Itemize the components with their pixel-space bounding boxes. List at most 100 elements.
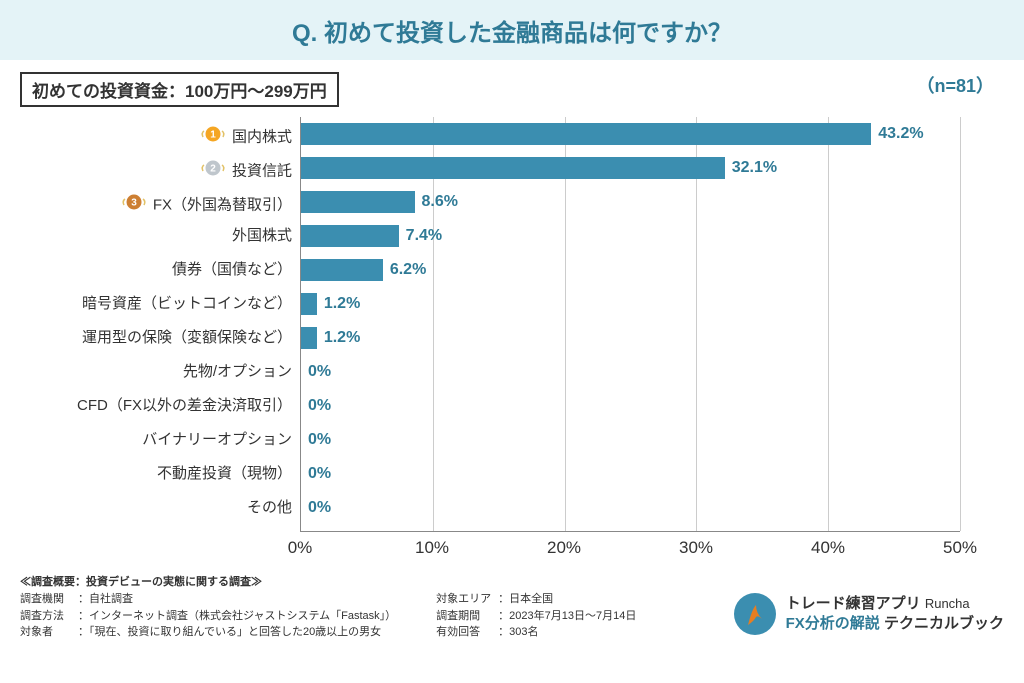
footer-row: 対象者：「現在、投資に取り組んでいる」と回答した20歳以上の男女 bbox=[20, 624, 396, 641]
bar-row: その他0% bbox=[300, 497, 960, 519]
svg-text:1: 1 bbox=[210, 130, 216, 141]
bar-label: その他 bbox=[12, 497, 292, 519]
bar-row: 暗号資産（ビットコインなど）1.2% bbox=[300, 293, 960, 315]
bar-value: 0% bbox=[308, 395, 331, 417]
bar-row: 先物/オプション0% bbox=[300, 361, 960, 383]
bar-fill bbox=[301, 191, 415, 213]
medal-silver-icon: 2 bbox=[200, 157, 226, 186]
bar-row: 2投資信託32.1% bbox=[300, 157, 960, 179]
chart-frame: 初めての投資資金：100万円～299万円 （n=81） 1国内株式43.2%2投… bbox=[20, 72, 1004, 567]
bar-label: 運用型の保険（変額保険など） bbox=[12, 327, 292, 349]
footer-key: 有効回答 bbox=[436, 624, 498, 641]
bar-value: 1.2% bbox=[324, 327, 360, 349]
footer-key: 対象者 bbox=[20, 624, 78, 641]
brand-logo-icon bbox=[732, 591, 778, 637]
bar-value: 0% bbox=[308, 429, 331, 451]
bar-label: 2 投資信託 bbox=[12, 157, 292, 186]
bar-value: 43.2% bbox=[878, 123, 923, 145]
brand-line1: トレード練習アプリ Runcha bbox=[786, 594, 1004, 614]
footer-key: 調査機関 bbox=[20, 591, 78, 608]
bar-row: 債券（国債など）6.2% bbox=[300, 259, 960, 281]
footer-title: ≪調査概要：投資デビューの実態に関する調査≫ bbox=[20, 573, 732, 589]
x-tick: 50% bbox=[943, 538, 977, 558]
x-tick: 40% bbox=[811, 538, 845, 558]
bar-label-text: その他 bbox=[247, 499, 292, 516]
brand-line1-a: トレード練習アプリ bbox=[786, 595, 921, 612]
bar-label: 債券（国債など） bbox=[12, 259, 292, 281]
bar-value: 8.6% bbox=[422, 191, 458, 213]
footer-val: ：2023年7月13日～7月14日 bbox=[498, 608, 636, 625]
bar-label-text: 国内株式 bbox=[232, 128, 292, 145]
footer-row: 有効回答：303名 bbox=[436, 624, 636, 641]
footer-key: 調査方法 bbox=[20, 608, 78, 625]
x-axis: 0%10%20%30%40%50% bbox=[300, 532, 960, 567]
brand-line1-b: Runcha bbox=[925, 596, 970, 611]
brand-line2-b: テクニカルブック bbox=[884, 615, 1004, 632]
bar-row: CFD（FX以外の差金決済取引）0% bbox=[300, 395, 960, 417]
footer-val: ：インターネット調査（株式会社ジャストシステム「Fastask」） bbox=[78, 608, 396, 625]
footer-left: ≪調査概要：投資デビューの実態に関する調査≫ 調査機関：自社調査調査方法：インタ… bbox=[20, 573, 732, 641]
footer-row: 調査期間：2023年7月13日～7月14日 bbox=[436, 608, 636, 625]
bar-value: 1.2% bbox=[324, 293, 360, 315]
bar-label-text: 暗号資産（ビットコインなど） bbox=[82, 295, 292, 312]
gridline bbox=[960, 117, 961, 531]
footer-key: 調査期間 bbox=[436, 608, 498, 625]
bar-label-text: 不動産投資（現物） bbox=[157, 465, 292, 482]
bar-fill bbox=[301, 123, 871, 145]
chart-body: 1国内株式43.2%2投資信託32.1%3FX（外国為替取引）8.6%外国株式7… bbox=[20, 117, 1004, 567]
footer: ≪調査概要：投資デビューの実態に関する調査≫ 調査機関：自社調査調査方法：インタ… bbox=[20, 573, 1004, 641]
bar-row: 運用型の保険（変額保険など）1.2% bbox=[300, 327, 960, 349]
x-tick: 10% bbox=[415, 538, 449, 558]
footer-key: 対象エリア bbox=[436, 591, 498, 608]
bar-value: 0% bbox=[308, 497, 331, 519]
x-tick: 20% bbox=[547, 538, 581, 558]
bar-value: 6.2% bbox=[390, 259, 426, 281]
bar-label: バイナリーオプション bbox=[12, 429, 292, 451]
bar-label: CFD（FX以外の差金決済取引） bbox=[12, 395, 292, 417]
brand: トレード練習アプリ Runcha FX分析の解説 テクニカルブック bbox=[732, 591, 1004, 641]
bar-row: 不動産投資（現物）0% bbox=[300, 463, 960, 485]
bar-label: 1 国内株式 bbox=[12, 123, 292, 152]
footer-col-2: 対象エリア：日本全国調査期間：2023年7月13日～7月14日有効回答：303名 bbox=[436, 591, 636, 641]
bar-label-text: FX（外国為替取引） bbox=[153, 196, 292, 213]
bar-label-text: 先物/オプション bbox=[183, 363, 292, 380]
footer-val: ：自社調査 bbox=[78, 591, 133, 608]
bar-row: 1国内株式43.2% bbox=[300, 123, 960, 145]
bar-label-text: 投資信託 bbox=[232, 162, 292, 179]
footer-row: 調査機関：自社調査 bbox=[20, 591, 396, 608]
x-tick: 30% bbox=[679, 538, 713, 558]
bar-label-text: 外国株式 bbox=[232, 227, 292, 244]
bar-label-text: CFD（FX以外の差金決済取引） bbox=[77, 397, 292, 414]
bar-label: 先物/オプション bbox=[12, 361, 292, 383]
x-tick: 0% bbox=[288, 538, 313, 558]
svg-text:3: 3 bbox=[131, 198, 137, 209]
footer-col-1: 調査機関：自社調査調査方法：インターネット調査（株式会社ジャストシステム「Fas… bbox=[20, 591, 396, 641]
bar-fill bbox=[301, 327, 317, 349]
footer-row: 調査方法：インターネット調査（株式会社ジャストシステム「Fastask」） bbox=[20, 608, 396, 625]
bar-value: 0% bbox=[308, 463, 331, 485]
bar-value: 32.1% bbox=[732, 157, 777, 179]
page-title: Q. 初めて投資した金融商品は何ですか？ bbox=[292, 13, 732, 48]
bar-row: 外国株式7.4% bbox=[300, 225, 960, 247]
footer-row: 対象エリア：日本全国 bbox=[436, 591, 636, 608]
medal-bronze-icon: 3 bbox=[121, 191, 147, 220]
bar-fill bbox=[301, 293, 317, 315]
bar-value: 7.4% bbox=[406, 225, 442, 247]
bar-value: 0% bbox=[308, 361, 331, 383]
bar-fill bbox=[301, 157, 725, 179]
bar-row: 3FX（外国為替取引）8.6% bbox=[300, 191, 960, 213]
footer-val: ：「現在、投資に取り組んでいる」と回答した20歳以上の男女 bbox=[78, 624, 381, 641]
bar-label-text: バイナリーオプション bbox=[142, 431, 292, 448]
bar-label: 外国株式 bbox=[12, 225, 292, 247]
footer-val: ：303名 bbox=[498, 624, 538, 641]
footer-val: ：日本全国 bbox=[498, 591, 553, 608]
title-bar: Q. 初めて投資した金融商品は何ですか？ bbox=[0, 0, 1024, 60]
bar-label: 3 FX（外国為替取引） bbox=[12, 191, 292, 220]
bar-label: 不動産投資（現物） bbox=[12, 463, 292, 485]
bar-fill bbox=[301, 225, 399, 247]
chart-subtitle: 初めての投資資金：100万円～299万円 bbox=[20, 72, 339, 107]
bar-label-text: 運用型の保険（変額保険など） bbox=[82, 329, 292, 346]
bar-row: バイナリーオプション0% bbox=[300, 429, 960, 451]
brand-line2: FX分析の解説 テクニカルブック bbox=[786, 614, 1004, 634]
svg-text:2: 2 bbox=[210, 164, 216, 175]
